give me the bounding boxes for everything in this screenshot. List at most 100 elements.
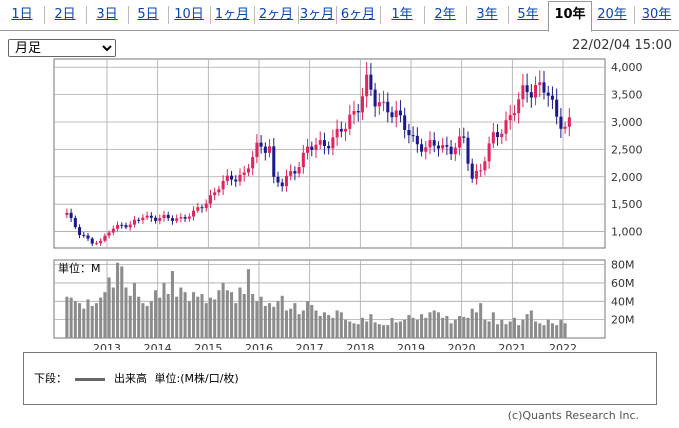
volume-tick-label: 20M — [611, 314, 635, 327]
tab-separator — [128, 6, 129, 24]
candle-body — [284, 175, 288, 187]
tab-separator — [86, 6, 87, 24]
candle-body — [474, 170, 478, 179]
candle-body — [487, 143, 491, 162]
volume-bar — [297, 314, 301, 338]
volume-bar — [230, 292, 234, 338]
volume-tick-label: 40M — [611, 295, 635, 308]
volume-bar — [344, 319, 348, 338]
candle-body — [398, 110, 402, 116]
candle-body — [314, 144, 318, 150]
candle-body — [504, 120, 508, 134]
candle-body — [403, 115, 407, 131]
candle-body — [407, 130, 411, 136]
candle-body — [162, 214, 166, 219]
volume-bar — [99, 297, 103, 338]
volume-bar — [116, 262, 120, 338]
volume-bar — [170, 271, 174, 338]
volume-bar — [86, 299, 90, 338]
price-tick-label: 2,500 — [611, 143, 643, 156]
x-tick-label: 2021 — [498, 342, 526, 350]
candle-body — [179, 217, 183, 219]
candle-body — [335, 128, 339, 138]
tab-12[interactable]: 5年 — [517, 7, 539, 22]
volume-bar — [213, 299, 217, 338]
volume-bar — [306, 301, 310, 338]
candle-body — [310, 146, 314, 150]
tab-14[interactable]: 20年 — [597, 7, 627, 22]
candle-body — [352, 111, 356, 115]
tab-1[interactable]: 2日 — [54, 7, 76, 22]
volume-bar — [335, 310, 339, 338]
volume-bar — [204, 303, 208, 338]
volume-bar — [246, 269, 250, 338]
tab-9[interactable]: 1年 — [391, 7, 413, 22]
volume-bar — [69, 297, 73, 338]
volume-bar — [284, 310, 288, 338]
candle-body — [196, 207, 200, 211]
candle-body — [246, 168, 250, 173]
tab-5[interactable]: 1ヶ月 — [214, 7, 250, 22]
volume-bar — [162, 282, 166, 338]
candle-body — [111, 228, 115, 233]
volume-bar — [348, 321, 352, 338]
volume-tick-label: 60M — [611, 277, 635, 290]
candle-body — [555, 99, 559, 117]
volume-bar — [327, 315, 331, 338]
volume-bar — [398, 321, 402, 338]
candle-body — [166, 214, 170, 219]
candle-body — [225, 175, 229, 181]
candle-body — [255, 142, 259, 158]
volume-bar — [415, 319, 419, 338]
volume-bar — [259, 296, 263, 338]
tab-15[interactable]: 30年 — [641, 7, 672, 22]
x-tick-label: 2022 — [549, 342, 577, 350]
volume-bar — [166, 293, 170, 338]
candle-body — [563, 126, 567, 129]
volume-bar — [263, 305, 267, 338]
candle-period-select[interactable]: 月足 — [8, 39, 116, 57]
volume-bar — [145, 305, 149, 338]
volume-bar — [529, 310, 533, 338]
candle-body — [145, 215, 149, 218]
candle-body — [175, 218, 179, 221]
tab-8[interactable]: 6ヶ月 — [340, 7, 376, 22]
candle-body — [483, 161, 487, 171]
volume-bar — [183, 292, 187, 338]
candle-body — [491, 132, 495, 144]
tab-7[interactable]: 3ヶ月 — [299, 7, 335, 22]
candle-body — [458, 136, 462, 148]
volume-bar — [310, 304, 314, 338]
tab-0[interactable]: 1日 — [11, 7, 33, 22]
tab-13[interactable]: 10年 — [548, 1, 592, 32]
volume-bar — [496, 324, 500, 338]
candle-body — [318, 140, 322, 145]
volume-bar — [365, 321, 369, 338]
tab-4[interactable]: 10日 — [174, 7, 204, 22]
candle-body — [99, 240, 103, 244]
tab-11[interactable]: 3年 — [476, 7, 498, 22]
volume-bar — [449, 323, 453, 338]
tab-10[interactable]: 2年 — [434, 7, 456, 22]
tab-2[interactable]: 3日 — [96, 7, 118, 22]
candle-body — [356, 111, 360, 113]
volume-bar — [158, 297, 162, 338]
candle-body — [517, 99, 521, 114]
candle-body — [234, 179, 238, 182]
tab-3[interactable]: 5日 — [137, 7, 159, 22]
volume-bar — [221, 282, 225, 338]
tab-6[interactable]: 2ヶ月 — [258, 7, 294, 22]
volume-bar — [318, 315, 322, 338]
candle-body — [525, 85, 529, 93]
candle-body — [546, 92, 550, 96]
candle-body — [521, 85, 525, 100]
volume-bar — [132, 282, 136, 338]
candle-body — [466, 137, 470, 164]
tab-separator — [44, 6, 45, 24]
candle-body — [208, 195, 212, 204]
tab-separator — [424, 6, 425, 24]
volume-bar — [470, 308, 474, 338]
candle-body — [124, 225, 128, 228]
volume-bar — [504, 324, 508, 338]
volume-bar — [352, 323, 356, 338]
